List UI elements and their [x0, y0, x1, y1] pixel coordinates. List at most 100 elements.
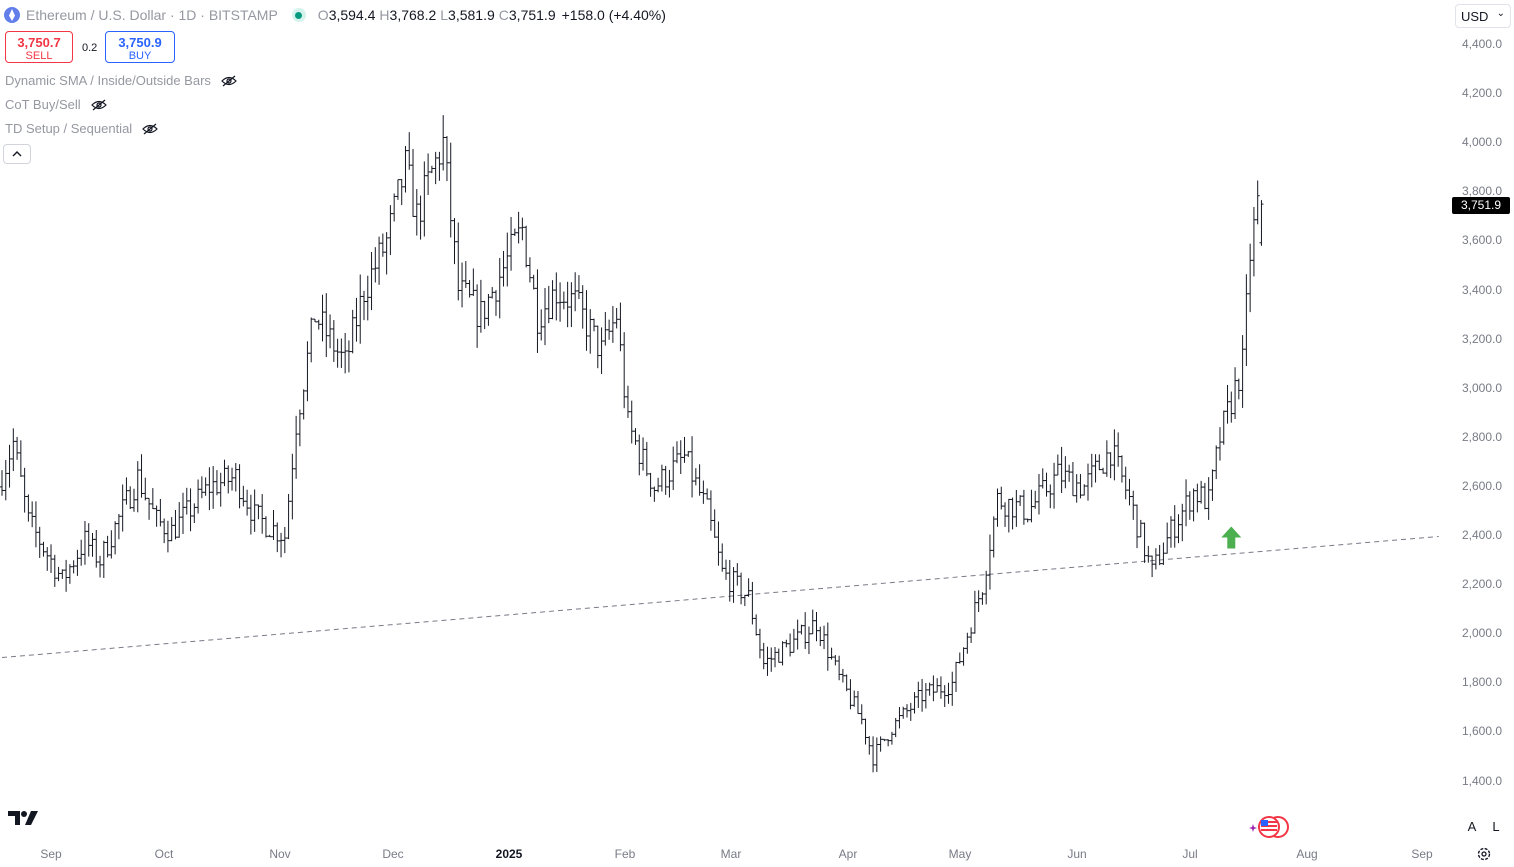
ohlc-bar: [418, 195, 423, 240]
price-axis-label: 2,400.0: [1462, 528, 1503, 542]
ohlc-bar: [946, 682, 951, 704]
ohlc-bar: [576, 275, 581, 300]
ohlc-bar: [565, 281, 570, 328]
ohlc-bar: [26, 494, 31, 522]
ohlc-bar: [22, 467, 27, 513]
ethereum-logo-icon[interactable]: [4, 7, 20, 23]
ohlc-bar: [727, 559, 732, 602]
ohlc-bar: [237, 464, 242, 509]
ohlc-bar: [878, 736, 883, 752]
ohlc-bar: [742, 594, 747, 607]
currency-select[interactable]: USD ⌄: [1455, 4, 1511, 28]
collapse-legend-button[interactable]: [3, 144, 31, 164]
ohlc-bar: [1251, 206, 1256, 277]
time-axis-label: Dec: [382, 847, 404, 861]
sell-button[interactable]: 3,750.7 SELL: [5, 31, 73, 63]
ohlc-bar: [124, 477, 129, 505]
chevron-down-icon: ⌄: [1496, 8, 1505, 19]
symbol-header: Ethereum / U.S. Dollar · 1D · BITSTAMP O…: [0, 4, 666, 26]
ohlc-bar: [1202, 482, 1207, 510]
ohlc-bar: [954, 661, 959, 692]
ohlc-bar: [701, 480, 706, 504]
buy-signal-arrow-icon: [1221, 526, 1242, 549]
sell-label: SELL: [25, 50, 53, 62]
ohlc-bar: [169, 517, 174, 542]
ohlc-bar: [961, 647, 966, 666]
open-label: O: [317, 7, 329, 23]
ohlc-bar: [1067, 464, 1072, 482]
ohlc-bar: [339, 338, 344, 368]
ohlc-bar: [105, 535, 110, 558]
time-axis-label: Apr: [838, 847, 858, 861]
ohlc-bar: [788, 633, 793, 657]
ohlc-bar: [86, 523, 91, 557]
eye-hidden-icon[interactable]: [90, 99, 107, 111]
us-flag-icon[interactable]: [1246, 815, 1292, 839]
ohlc-bar: [942, 685, 947, 707]
ohlc-bar: [158, 498, 163, 527]
ohlc-bar: [207, 467, 212, 511]
ohlc-bar: [1153, 548, 1158, 570]
price-axis-label: 4,000.0: [1462, 135, 1503, 150]
ohlc-bar: [539, 309, 544, 341]
price-axis-label: 2,200.0: [1462, 577, 1503, 592]
ohlc-bar: [897, 707, 902, 729]
ohlc-bar: [1180, 503, 1185, 542]
ohlc-bar: [1176, 514, 1181, 544]
indicator-td-setup[interactable]: TD Setup / Sequential: [5, 121, 159, 136]
ohlc-bar: [1184, 479, 1189, 527]
ohlc-bar: [663, 465, 668, 495]
ohlc-bar: [822, 625, 827, 650]
ohlc-bar: [218, 472, 223, 507]
ohlc-bar: [94, 530, 99, 568]
ohlc-bar: [731, 567, 736, 603]
market-status-icon[interactable]: [291, 8, 306, 22]
ohlc-bar: [806, 626, 811, 655]
ohlc-bar: [980, 592, 985, 605]
ohlc-bar: [656, 477, 661, 493]
time-axis-label: Feb: [614, 847, 636, 861]
trendline[interactable]: [1, 535, 1439, 659]
eye-hidden-icon[interactable]: [142, 123, 159, 135]
ohlc-bar: [750, 581, 755, 625]
ohlc-bar: [71, 560, 76, 574]
ohlc-bar: [905, 704, 909, 718]
ohlc-bar: [369, 252, 374, 311]
ohlc-bar: [1161, 542, 1166, 565]
indicator-cot[interactable]: CoT Buy/Sell: [5, 97, 107, 112]
ohlc-bar: [784, 639, 789, 648]
gear-icon[interactable]: [1476, 846, 1492, 862]
ohlc-bar: [969, 627, 974, 643]
ohlc-bar: [950, 671, 955, 706]
close-value: 3,751.9: [508, 7, 556, 23]
ohlc-bar: [275, 522, 280, 553]
ohlc-bar: [286, 493, 291, 540]
ohlc-bar: [693, 468, 698, 486]
ohlc-bar: [1059, 446, 1064, 494]
ohlc-bar: [938, 676, 943, 699]
ohlc-bar: [109, 530, 114, 559]
ohlc-bar: [1168, 516, 1173, 548]
indicator-dynamic-sma[interactable]: Dynamic SMA / Inside/Outside Bars: [5, 73, 237, 88]
auto-scale-button[interactable]: A: [1467, 818, 1477, 834]
ohlc-bar: [1165, 522, 1170, 554]
ohlc-bar: [957, 652, 962, 664]
tradingview-logo[interactable]: [7, 808, 39, 828]
ohlc-bar: [697, 464, 702, 496]
ohlc-bar: [592, 318, 597, 332]
ohlc-bar: [33, 501, 38, 548]
ohlc-bar: [1199, 480, 1204, 504]
ohlc-bar: [131, 488, 136, 512]
ohlc-bar: [512, 228, 517, 237]
eye-hidden-icon[interactable]: [221, 75, 237, 87]
symbol-title[interactable]: Ethereum / U.S. Dollar · 1D · BITSTAMP: [26, 7, 278, 23]
ohlc-bar: [972, 590, 977, 634]
buy-button[interactable]: 3,750.9 BUY: [105, 31, 175, 63]
log-scale-button[interactable]: L: [1492, 818, 1500, 834]
ohlc-bar: [874, 737, 879, 773]
ohlc-bar: [509, 217, 514, 271]
time-axis-label: Sep: [40, 847, 62, 861]
ohlc-bar: [840, 668, 845, 683]
ohlc-bar: [456, 222, 461, 301]
